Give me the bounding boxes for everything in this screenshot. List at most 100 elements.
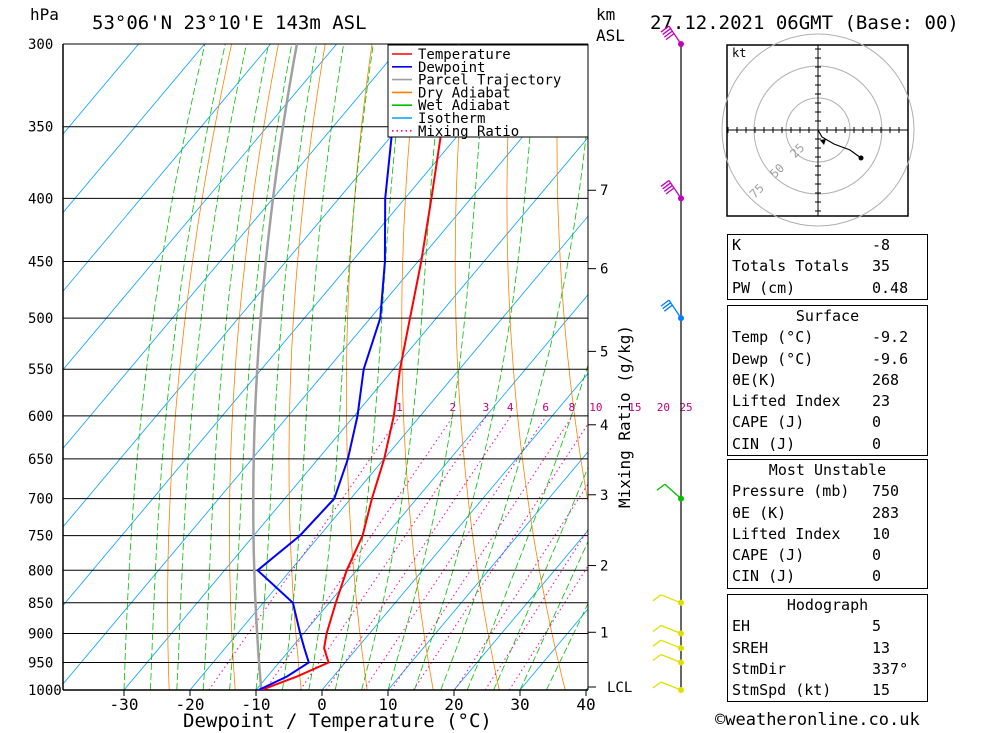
index-key: CIN (J)	[732, 434, 796, 453]
temp-tick-label: 30	[510, 695, 529, 714]
hodograph-endpoint	[858, 155, 864, 161]
index-row: Dewp (°C) -9.6	[728, 349, 927, 370]
index-row: Pressure (mb) 750	[728, 481, 927, 502]
pressure-tick-label: 350	[28, 120, 53, 136]
temp-tick-label: 40	[576, 695, 595, 714]
index-row: Temp (°C) -9.2	[728, 327, 927, 348]
asl-label: ASL	[596, 26, 625, 45]
index-row: PW (cm) 0.48	[728, 278, 927, 299]
wind-barb-shaft	[664, 483, 682, 500]
legend-label: Isotherm	[418, 111, 485, 127]
wind-barb-shaft	[660, 624, 682, 635]
wind-barb-flag	[656, 483, 666, 491]
legend-label: Dewpoint	[418, 60, 485, 76]
temp-tick-label: -30	[110, 695, 139, 714]
km-tick-label: 6	[600, 262, 608, 278]
legend-label: Parcel Trajectory	[418, 73, 561, 89]
legend-label: Mixing Ratio	[418, 124, 519, 140]
km-tick-label: 5	[600, 344, 608, 360]
index-value: 283	[872, 503, 900, 522]
wind-barb-flag	[652, 639, 662, 647]
index-key: Lifted Index	[732, 392, 841, 411]
most-unstable-title: Most Unstable	[768, 461, 887, 479]
wind-barb-flag	[663, 304, 673, 312]
index-row: Lifted Index 23	[728, 391, 927, 412]
km-tick-label: 7	[600, 183, 608, 199]
mixing-ratio-label: 20	[657, 401, 670, 414]
index-key: θE (K)	[732, 503, 787, 522]
index-key: θE(K)	[732, 370, 778, 389]
pressure-tick-label: 550	[28, 362, 53, 378]
index-key: CAPE (J)	[732, 413, 805, 432]
index-row: CIN (J) 0	[728, 434, 927, 455]
index-value: 0.48	[872, 278, 909, 297]
temp-tick-label: -10	[242, 695, 271, 714]
wind-barb-flag	[660, 25, 670, 33]
index-row: CAPE (J) 0	[728, 545, 927, 566]
pressure-unit-label: hPa	[30, 5, 59, 24]
index-row: SREH 13	[728, 638, 927, 659]
index-key: CAPE (J)	[732, 546, 805, 565]
pressure-tick-label: 650	[28, 452, 53, 468]
index-key: Lifted Index	[732, 524, 841, 543]
index-key: PW (cm)	[732, 278, 796, 297]
copyright-symbol: ©	[715, 710, 726, 730]
isobar-grid	[62, 43, 596, 696]
km-tick-label: 2	[600, 559, 608, 575]
wind-profile	[652, 25, 684, 693]
hodograph-indices-panel: Hodograph EH 5 SREH 13 StmDir 337° StmSpd (kt)…	[727, 594, 928, 703]
parcel-trajectory-line	[252, 44, 299, 690]
index-value: -9.6	[872, 349, 909, 368]
wind-barb-flag	[663, 184, 673, 192]
pressure-tick-label: 900	[28, 626, 53, 642]
pressure-tick-label: 700	[28, 492, 53, 508]
most-unstable-panel: Most Unstable Pressure (mb) 750 θE (K) 283 L…	[727, 459, 928, 589]
wind-barb-flag	[660, 179, 670, 187]
wind-barb-flag	[652, 681, 662, 689]
index-value: 750	[872, 482, 900, 501]
wind-barb-shaft	[660, 653, 682, 664]
index-key: SREH	[732, 638, 769, 657]
wind-barb-flag	[660, 299, 670, 307]
km-tick-label: 3	[600, 488, 608, 504]
index-row: θE (K) 283	[728, 503, 927, 524]
pressure-tick-label: 1000	[28, 683, 62, 699]
index-key: Dewp (°C)	[732, 349, 814, 368]
lcl-label: LCL	[607, 680, 632, 696]
pressure-tick-label: 800	[28, 563, 53, 579]
index-key: K	[732, 236, 742, 254]
mixing-ratio-label: 4	[507, 401, 514, 414]
pressure-tick-label: 450	[28, 255, 53, 271]
index-key: Pressure (mb)	[732, 482, 850, 501]
site-link[interactable]: weatheronline.co.uk	[725, 710, 920, 730]
km-tick-label: 1	[600, 625, 608, 641]
wind-barb-shaft	[660, 594, 682, 604]
mixing-ratio-label: 1	[396, 401, 403, 414]
index-row: Totals Totals 35	[728, 256, 927, 277]
km-tick-label: 4	[600, 418, 608, 434]
index-value: 337°	[872, 659, 909, 678]
wind-barb-shaft	[660, 639, 682, 649]
mixing-ratio-label: 15	[628, 401, 641, 414]
index-value: 15	[872, 681, 891, 700]
mixing-ratio-label: 6	[542, 401, 549, 414]
profile-curves	[252, 44, 460, 690]
index-value: 0	[872, 546, 882, 565]
mixing-ratio-axis-label: Mixing Ratio (g/kg)	[615, 325, 634, 508]
index-value: 0	[872, 413, 882, 432]
index-row: CIN (J) 0	[728, 566, 927, 587]
datetime-label: 27.12.2021 06GMT (Base: 00)	[650, 12, 959, 34]
index-row: Lifted Index 10	[728, 524, 927, 545]
wind-barb-flag	[652, 624, 662, 632]
temp-tick-label: 0	[317, 695, 327, 714]
index-row: StmSpd (kt) 15	[728, 680, 927, 701]
index-row: K -8	[728, 235, 927, 256]
wind-barb-flag	[662, 28, 672, 36]
pressure-tick-label: 850	[28, 596, 53, 612]
mixing-ratio-label: 3	[483, 401, 490, 414]
wind-barb-flag	[662, 182, 672, 190]
temp-tick-label: 20	[444, 695, 463, 714]
footer-credit[interactable]: ©weatheronline.co.uk	[715, 710, 920, 730]
